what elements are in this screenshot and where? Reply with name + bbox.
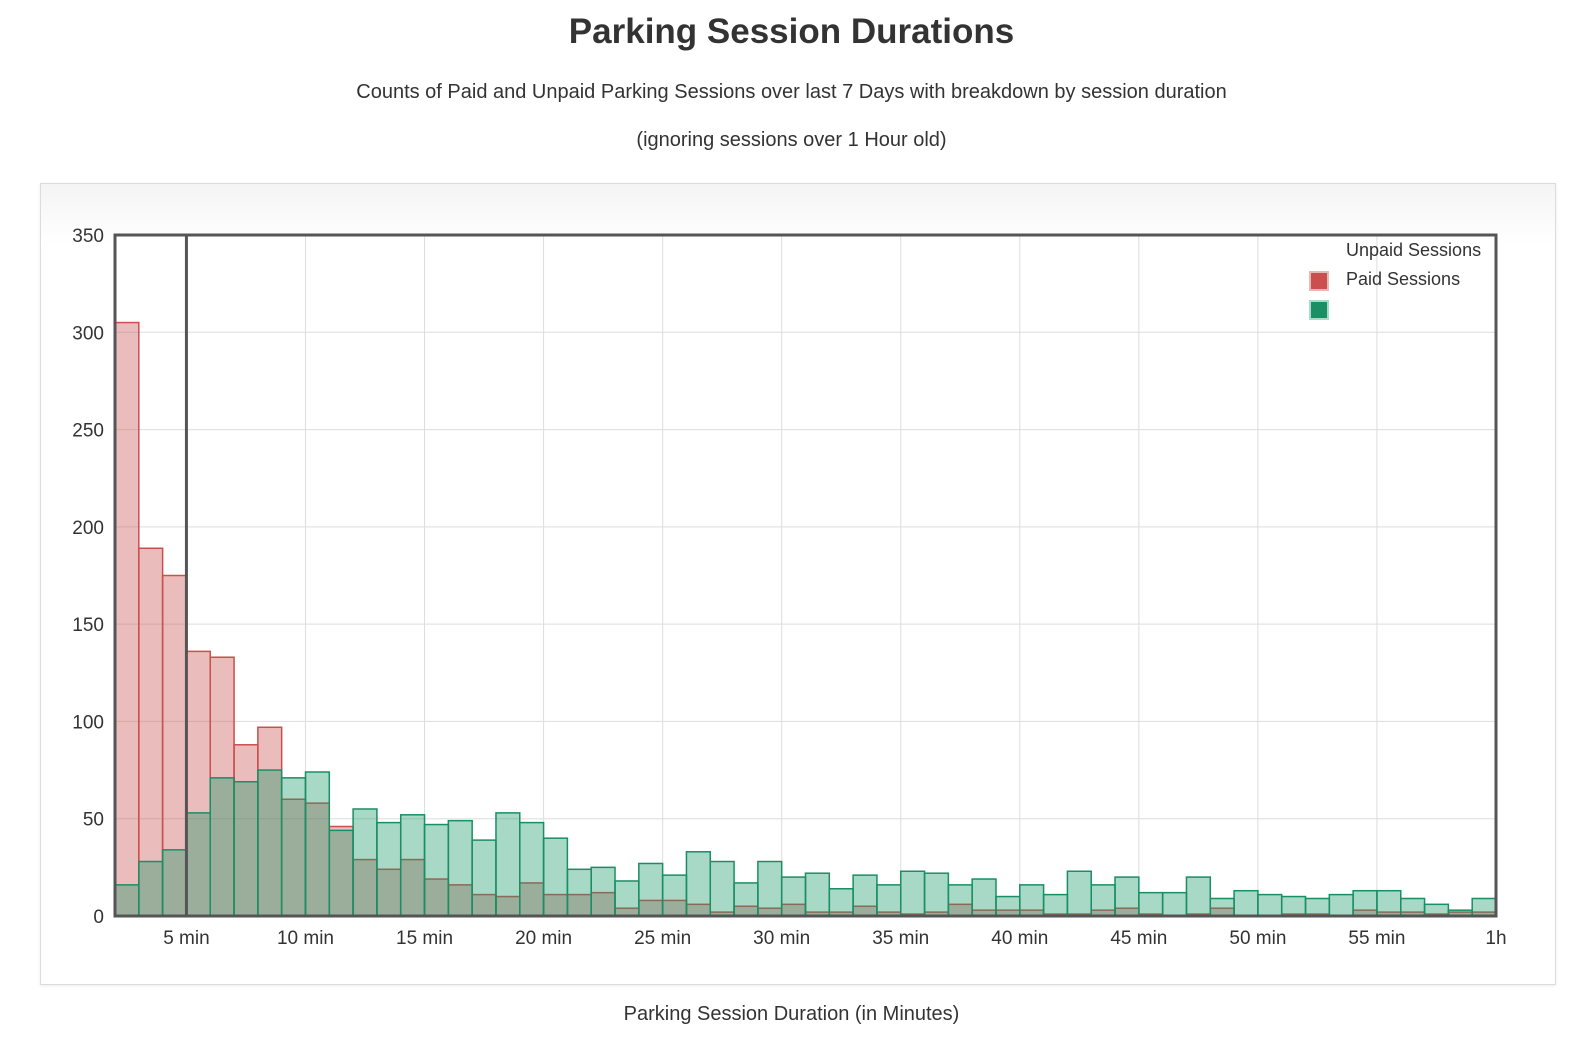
legend-swatch-paid[interactable]: [1309, 300, 1329, 320]
x-tick-label: 25 min: [634, 928, 691, 949]
bar-paid[interactable]: [161, 849, 188, 917]
bar-paid[interactable]: [876, 884, 902, 917]
y-tick-label: 200: [72, 518, 104, 539]
x-axis-label: Parking Session Duration (in Minutes): [623, 1003, 960, 1025]
bar-paid[interactable]: [638, 862, 664, 917]
bar-paid[interactable]: [1423, 903, 1450, 917]
bar-paid[interactable]: [1090, 884, 1116, 917]
x-tick-label: 10 min: [277, 928, 334, 949]
y-tick-label: 100: [72, 712, 104, 733]
x-tick-label: 35 min: [872, 928, 929, 949]
bar-paid[interactable]: [733, 882, 759, 917]
axis-layer: 0 50 100 150 200 250 300 350 5 min 10 min 15 min 20…: [72, 226, 1506, 949]
bar-paid[interactable]: [423, 823, 450, 917]
bar-paid[interactable]: [1352, 889, 1378, 917]
bar-paid[interactable]: [185, 812, 211, 917]
bar-paid[interactable]: [1376, 889, 1402, 917]
bar-paid[interactable]: [376, 821, 402, 917]
bar-paid[interactable]: [399, 814, 426, 917]
bar-paid[interactable]: [280, 777, 307, 917]
x-tick-label: 20 min: [515, 928, 572, 949]
bar-unpaid[interactable]: [114, 321, 140, 917]
bar-paid[interactable]: [661, 874, 688, 917]
bar-paid[interactable]: [971, 878, 997, 917]
plot-border: [113, 233, 1498, 918]
bar-paid[interactable]: [685, 851, 712, 917]
bar-paid[interactable]: [257, 769, 283, 917]
bar-paid[interactable]: [1257, 893, 1283, 917]
bar-paid[interactable]: [899, 870, 926, 917]
x-tick-label: 5 min: [163, 928, 209, 949]
legend-swatch-unpaid[interactable]: [1309, 271, 1329, 291]
x-tick-label: 30 min: [753, 928, 810, 949]
x-tick-label: 55 min: [1348, 928, 1405, 949]
bar-paid[interactable]: [852, 874, 878, 917]
y-tick-label: 50: [83, 810, 104, 831]
bar-paid[interactable]: [114, 884, 140, 917]
bar-paid[interactable]: [614, 880, 640, 917]
bar-paid[interactable]: [1209, 897, 1235, 917]
bar-paid[interactable]: [1114, 876, 1140, 917]
bar-paid[interactable]: [1019, 884, 1045, 917]
y-tick-label: 150: [72, 615, 104, 636]
bar-paid[interactable]: [1066, 870, 1092, 917]
bar-paid[interactable]: [138, 860, 164, 917]
bar-paid[interactable]: [995, 895, 1021, 917]
bar-paid[interactable]: [1328, 893, 1354, 917]
bar-paid[interactable]: [233, 780, 259, 917]
plot-area: [115, 235, 1496, 916]
chart-subtitle-note: (ignoring sessions over 1 Hour old): [636, 129, 947, 151]
bar-paid[interactable]: [757, 860, 783, 917]
bar-paid[interactable]: [542, 837, 569, 917]
legend-label-unpaid[interactable]: Unpaid Sessions: [1346, 240, 1481, 260]
y-tick-label: 250: [72, 421, 104, 442]
y-tick-label: 0: [93, 907, 104, 928]
bar-paid[interactable]: [1185, 876, 1212, 917]
y-tick-label: 350: [72, 226, 104, 247]
bar-paid[interactable]: [519, 821, 545, 917]
bar-paid[interactable]: [923, 872, 950, 917]
bar-paid[interactable]: [352, 808, 378, 917]
bar-paid[interactable]: [447, 819, 473, 917]
legend-label-paid[interactable]: Paid Sessions: [1346, 269, 1460, 289]
chart-subtitle: Counts of Paid and Unpaid Parking Sessio…: [356, 81, 1227, 103]
bar-paid[interactable]: [304, 771, 331, 917]
bar-paid[interactable]: [209, 777, 235, 917]
bar-paid[interactable]: [1138, 891, 1164, 917]
y-tick-label: 300: [72, 323, 104, 344]
bar-paid[interactable]: [1233, 889, 1259, 917]
bar-paid[interactable]: [1042, 893, 1069, 917]
bar-paid[interactable]: [590, 866, 616, 917]
x-tick-label: 45 min: [1110, 928, 1167, 949]
bar-paid[interactable]: [947, 884, 973, 917]
bar-paid[interactable]: [828, 888, 854, 917]
bar-paid[interactable]: [1400, 897, 1426, 917]
bar-paid[interactable]: [1280, 895, 1307, 917]
bar-paid[interactable]: [471, 839, 497, 917]
grid-layer: [115, 234, 1497, 917]
legend: Unpaid Sessions Paid Sessions: [1309, 240, 1481, 320]
bar-paid[interactable]: [328, 829, 354, 917]
x-tick-label: 40 min: [991, 928, 1048, 949]
bar-paid[interactable]: [495, 812, 521, 917]
bar-paid[interactable]: [780, 876, 807, 917]
chart-title: Parking Session Durations: [568, 12, 1015, 51]
bar-paid[interactable]: [709, 860, 735, 917]
bar-paid[interactable]: [804, 872, 831, 917]
bar-paid[interactable]: [1304, 897, 1331, 917]
bar-paid[interactable]: [1161, 891, 1188, 917]
x-tick-label: 1h: [1485, 928, 1506, 949]
x-tick-label: 15 min: [396, 928, 453, 949]
bar-paid[interactable]: [566, 868, 592, 917]
bar-paid[interactable]: [1471, 897, 1497, 917]
x-tick-label: 50 min: [1229, 928, 1286, 949]
